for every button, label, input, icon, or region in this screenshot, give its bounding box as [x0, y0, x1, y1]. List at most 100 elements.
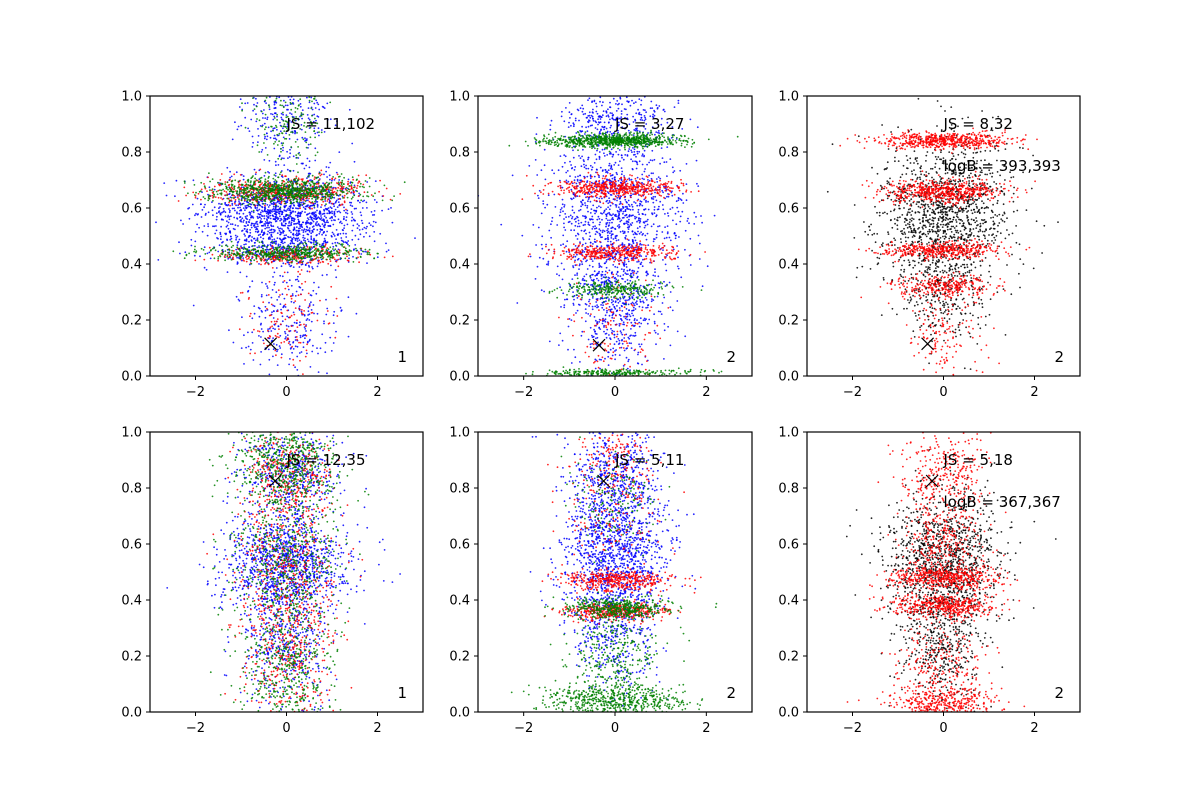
data-point — [232, 250, 235, 252]
data-point — [310, 122, 313, 124]
data-point — [551, 220, 553, 223]
data-point — [318, 253, 321, 256]
data-point — [292, 103, 295, 105]
data-point — [300, 193, 302, 196]
data-point — [239, 250, 242, 252]
data-point — [337, 265, 340, 268]
data-point — [328, 182, 331, 185]
data-point — [351, 229, 354, 232]
data-point — [615, 273, 618, 275]
data-point — [311, 350, 314, 353]
data-point — [298, 201, 301, 204]
data-point — [258, 196, 261, 199]
data-point — [341, 203, 343, 206]
data-point — [297, 118, 300, 121]
data-point — [245, 275, 248, 278]
data-point — [302, 231, 305, 234]
data-point — [659, 162, 661, 165]
data-point — [220, 189, 223, 192]
data-point — [254, 352, 256, 355]
data-point — [276, 318, 279, 320]
data-point — [248, 285, 251, 288]
data-point — [638, 232, 641, 235]
data-point — [275, 138, 278, 141]
data-point — [574, 176, 577, 178]
data-point — [282, 136, 285, 139]
data-point — [278, 191, 281, 194]
data-point — [325, 241, 328, 244]
data-point — [239, 216, 241, 219]
data-point — [316, 265, 319, 268]
data-point — [307, 218, 310, 221]
data-point — [308, 206, 311, 209]
data-point — [348, 245, 351, 247]
data-point — [633, 201, 635, 203]
data-point — [320, 173, 323, 176]
data-point — [273, 127, 276, 130]
data-point — [282, 111, 284, 114]
data-point — [314, 154, 317, 157]
data-point — [319, 192, 321, 195]
data-point — [291, 252, 294, 255]
data-point — [247, 204, 250, 206]
data-point — [298, 253, 300, 255]
data-point — [237, 298, 240, 301]
data-point — [365, 250, 367, 253]
data-point — [288, 196, 291, 199]
data-point — [280, 170, 283, 172]
data-point — [341, 195, 344, 198]
data-point — [218, 207, 220, 210]
data-point — [307, 143, 310, 146]
data-point — [373, 231, 376, 233]
data-point — [313, 205, 316, 207]
data-point — [335, 276, 338, 279]
data-point — [315, 244, 318, 247]
data-point — [290, 180, 293, 183]
data-point — [256, 215, 259, 218]
data-point — [308, 227, 311, 230]
data-point — [306, 157, 309, 160]
data-point — [359, 185, 361, 188]
data-point — [370, 194, 373, 196]
data-point — [562, 210, 564, 213]
data-point — [315, 181, 318, 184]
data-point — [299, 249, 302, 252]
data-point — [268, 106, 271, 108]
data-point — [296, 187, 299, 190]
data-point — [301, 246, 303, 249]
data-point — [217, 189, 220, 192]
data-point — [236, 235, 239, 238]
data-point — [326, 247, 329, 250]
data-point — [665, 269, 668, 272]
data-point — [211, 188, 214, 191]
data-point — [277, 243, 280, 246]
data-point — [228, 201, 231, 204]
data-point — [563, 218, 565, 220]
data-point — [290, 231, 292, 234]
data-point — [616, 199, 618, 202]
data-point — [274, 246, 277, 249]
data-point — [385, 242, 387, 245]
data-point — [299, 213, 302, 216]
data-point — [296, 222, 299, 225]
data-point — [241, 254, 244, 256]
data-point — [669, 158, 672, 161]
data-point — [257, 213, 260, 215]
data-point — [696, 182, 698, 185]
data-point — [283, 251, 286, 254]
data-point — [276, 209, 279, 211]
data-point — [304, 187, 307, 190]
data-point — [280, 265, 283, 268]
data-point — [290, 258, 292, 261]
data-point — [213, 193, 216, 196]
data-point — [278, 195, 280, 198]
data-point — [251, 194, 254, 197]
data-point — [560, 244, 562, 247]
data-point — [347, 180, 349, 183]
data-point — [255, 227, 258, 230]
data-point — [211, 194, 214, 197]
data-point — [242, 178, 245, 181]
data-point — [281, 260, 283, 262]
data-point — [305, 242, 307, 245]
data-point — [226, 245, 229, 248]
